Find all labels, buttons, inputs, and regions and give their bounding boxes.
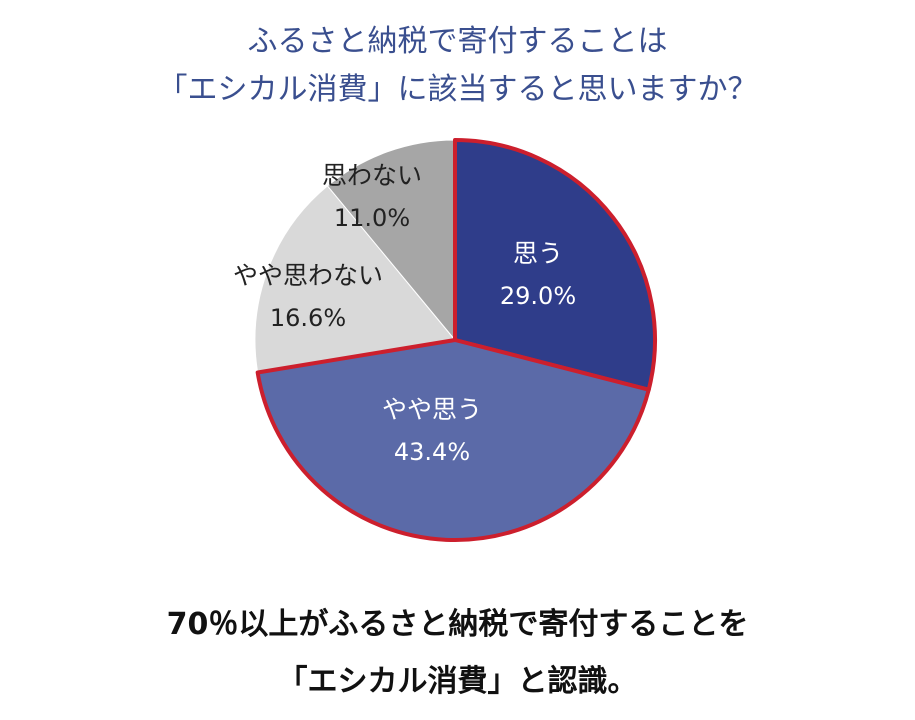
- slice-value-label-2: 43.4%: [394, 438, 470, 466]
- pie-slice-4: [326, 139, 456, 342]
- slice-value-label-1: 29.0%: [500, 282, 576, 310]
- slice-value-label-4: 11.0%: [334, 204, 410, 232]
- slice-value-label-3: 16.6%: [270, 304, 346, 332]
- chart-title-line2: 「エシカル消費」に該当すると思いますか？: [157, 72, 758, 107]
- slice-label-2: やや思う: [382, 395, 482, 424]
- slice-label-1: 思う: [513, 239, 563, 268]
- pie-slice-3: [254, 185, 456, 374]
- slice-label-4: 思わない: [322, 161, 422, 190]
- pie-slice-1: [453, 138, 657, 392]
- pie-chart: 思う 29.0% やや思う 43.4% やや思わない 16.6% 思わない 11.0%: [233, 138, 657, 542]
- pie-slice-2: [255, 338, 651, 542]
- slice-label-3: やや思わない: [233, 261, 383, 290]
- conclusion-line2: 「エシカル消費」と認識。: [277, 664, 638, 699]
- conclusion-line1: 70％以上がふるさと納税で寄付することを: [166, 607, 749, 642]
- chart-title-line1: ふるさと納税で寄付することは: [247, 24, 668, 59]
